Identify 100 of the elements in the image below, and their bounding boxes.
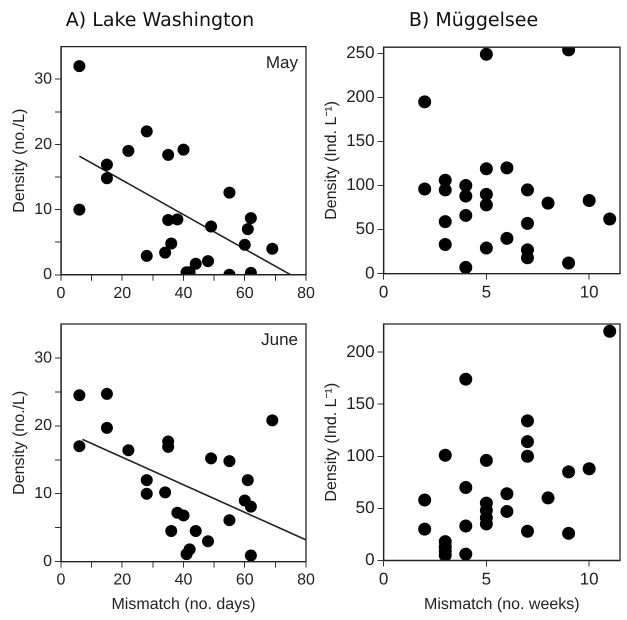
annotation: June (261, 330, 298, 350)
point (190, 525, 202, 538)
point (159, 246, 172, 259)
point (122, 444, 134, 456)
point (266, 414, 278, 426)
point (223, 186, 236, 199)
x-tick-label: 60 (236, 572, 254, 589)
point (520, 450, 534, 463)
point (459, 179, 472, 192)
y-tick-label: 0 (43, 553, 52, 570)
point (562, 256, 576, 270)
y-tick-label: 150 (346, 394, 375, 413)
point (480, 454, 493, 467)
point (459, 372, 472, 386)
x-tick-label: 20 (113, 572, 132, 589)
point (140, 250, 153, 262)
point (438, 448, 452, 462)
point (542, 491, 555, 504)
x-tick-label: 0 (56, 572, 66, 589)
point (190, 258, 202, 270)
x-tick-label: 10 (580, 569, 599, 588)
point (459, 260, 472, 274)
point (438, 238, 452, 252)
point (165, 525, 178, 538)
y-tick-label: 100 (346, 175, 375, 194)
point (459, 208, 472, 222)
point (480, 198, 493, 212)
point (100, 388, 113, 400)
point (562, 465, 576, 478)
point (205, 452, 218, 464)
x-tick-label: 40 (174, 284, 192, 302)
point (171, 213, 184, 226)
point (73, 440, 86, 452)
point (205, 220, 218, 233)
y-tick-label: 200 (346, 342, 375, 361)
x-tick-label: 5 (482, 569, 492, 588)
chart-title: B) Müggelsee (408, 8, 540, 33)
y-axis-title: Density (no./L) (11, 108, 28, 213)
point (480, 48, 493, 61)
point (122, 144, 134, 157)
point (73, 204, 86, 216)
y-tick-label: 50 (356, 498, 375, 518)
y-tick-label: 0 (43, 266, 52, 284)
y-tick-label: 250 (346, 43, 375, 62)
x-tick-label: 0 (378, 569, 388, 588)
point (480, 188, 493, 201)
point (418, 494, 432, 506)
point (202, 255, 214, 268)
point (244, 500, 257, 513)
y-tick-label: 150 (346, 131, 375, 150)
y-tick-label: 0 (365, 550, 375, 570)
point (73, 60, 86, 72)
y-tick-label: 100 (346, 446, 375, 465)
x-tick-label: 10 (580, 282, 599, 302)
annotation: May (266, 52, 298, 72)
x-tick-label: 40 (174, 572, 192, 589)
point (582, 194, 596, 207)
point (140, 125, 153, 138)
point (459, 520, 472, 533)
point (459, 548, 472, 560)
point (418, 182, 432, 196)
point (242, 474, 254, 486)
point (162, 148, 174, 161)
x-tick-label: 0 (378, 282, 388, 302)
x-tick-label: 60 (236, 284, 254, 302)
point (244, 212, 257, 224)
point (520, 216, 534, 230)
x-tick-label: 80 (297, 572, 315, 589)
point (184, 543, 196, 556)
point (438, 215, 452, 228)
x-tick-label: 0 (56, 284, 66, 302)
point (418, 522, 432, 536)
point (500, 232, 514, 245)
point (500, 161, 514, 174)
y-axis-title: Density (Ind. L⁻¹) (323, 100, 340, 220)
point (223, 455, 236, 468)
point (520, 524, 534, 538)
x-axis-title: Mismatch (no. weeks) (424, 596, 580, 613)
point (582, 462, 596, 476)
point (562, 526, 576, 540)
point (140, 488, 153, 500)
point (480, 242, 493, 255)
y-tick-label: 20 (34, 136, 52, 153)
x-tick-label: 5 (482, 282, 492, 302)
y-tick-label: 0 (365, 263, 375, 282)
point (542, 196, 555, 210)
point (500, 504, 514, 518)
y-tick-label: 30 (34, 349, 52, 366)
point (165, 238, 178, 250)
y-tick-label: 200 (346, 87, 375, 106)
point (178, 144, 190, 156)
y-tick-label: 10 (34, 201, 52, 218)
point (238, 238, 251, 251)
chart-title: A) Lake Washington (64, 8, 256, 33)
point (178, 509, 190, 522)
point (520, 435, 534, 448)
point (480, 162, 493, 176)
point (73, 389, 86, 402)
point (603, 324, 616, 338)
y-tick-label: 20 (34, 417, 52, 434)
